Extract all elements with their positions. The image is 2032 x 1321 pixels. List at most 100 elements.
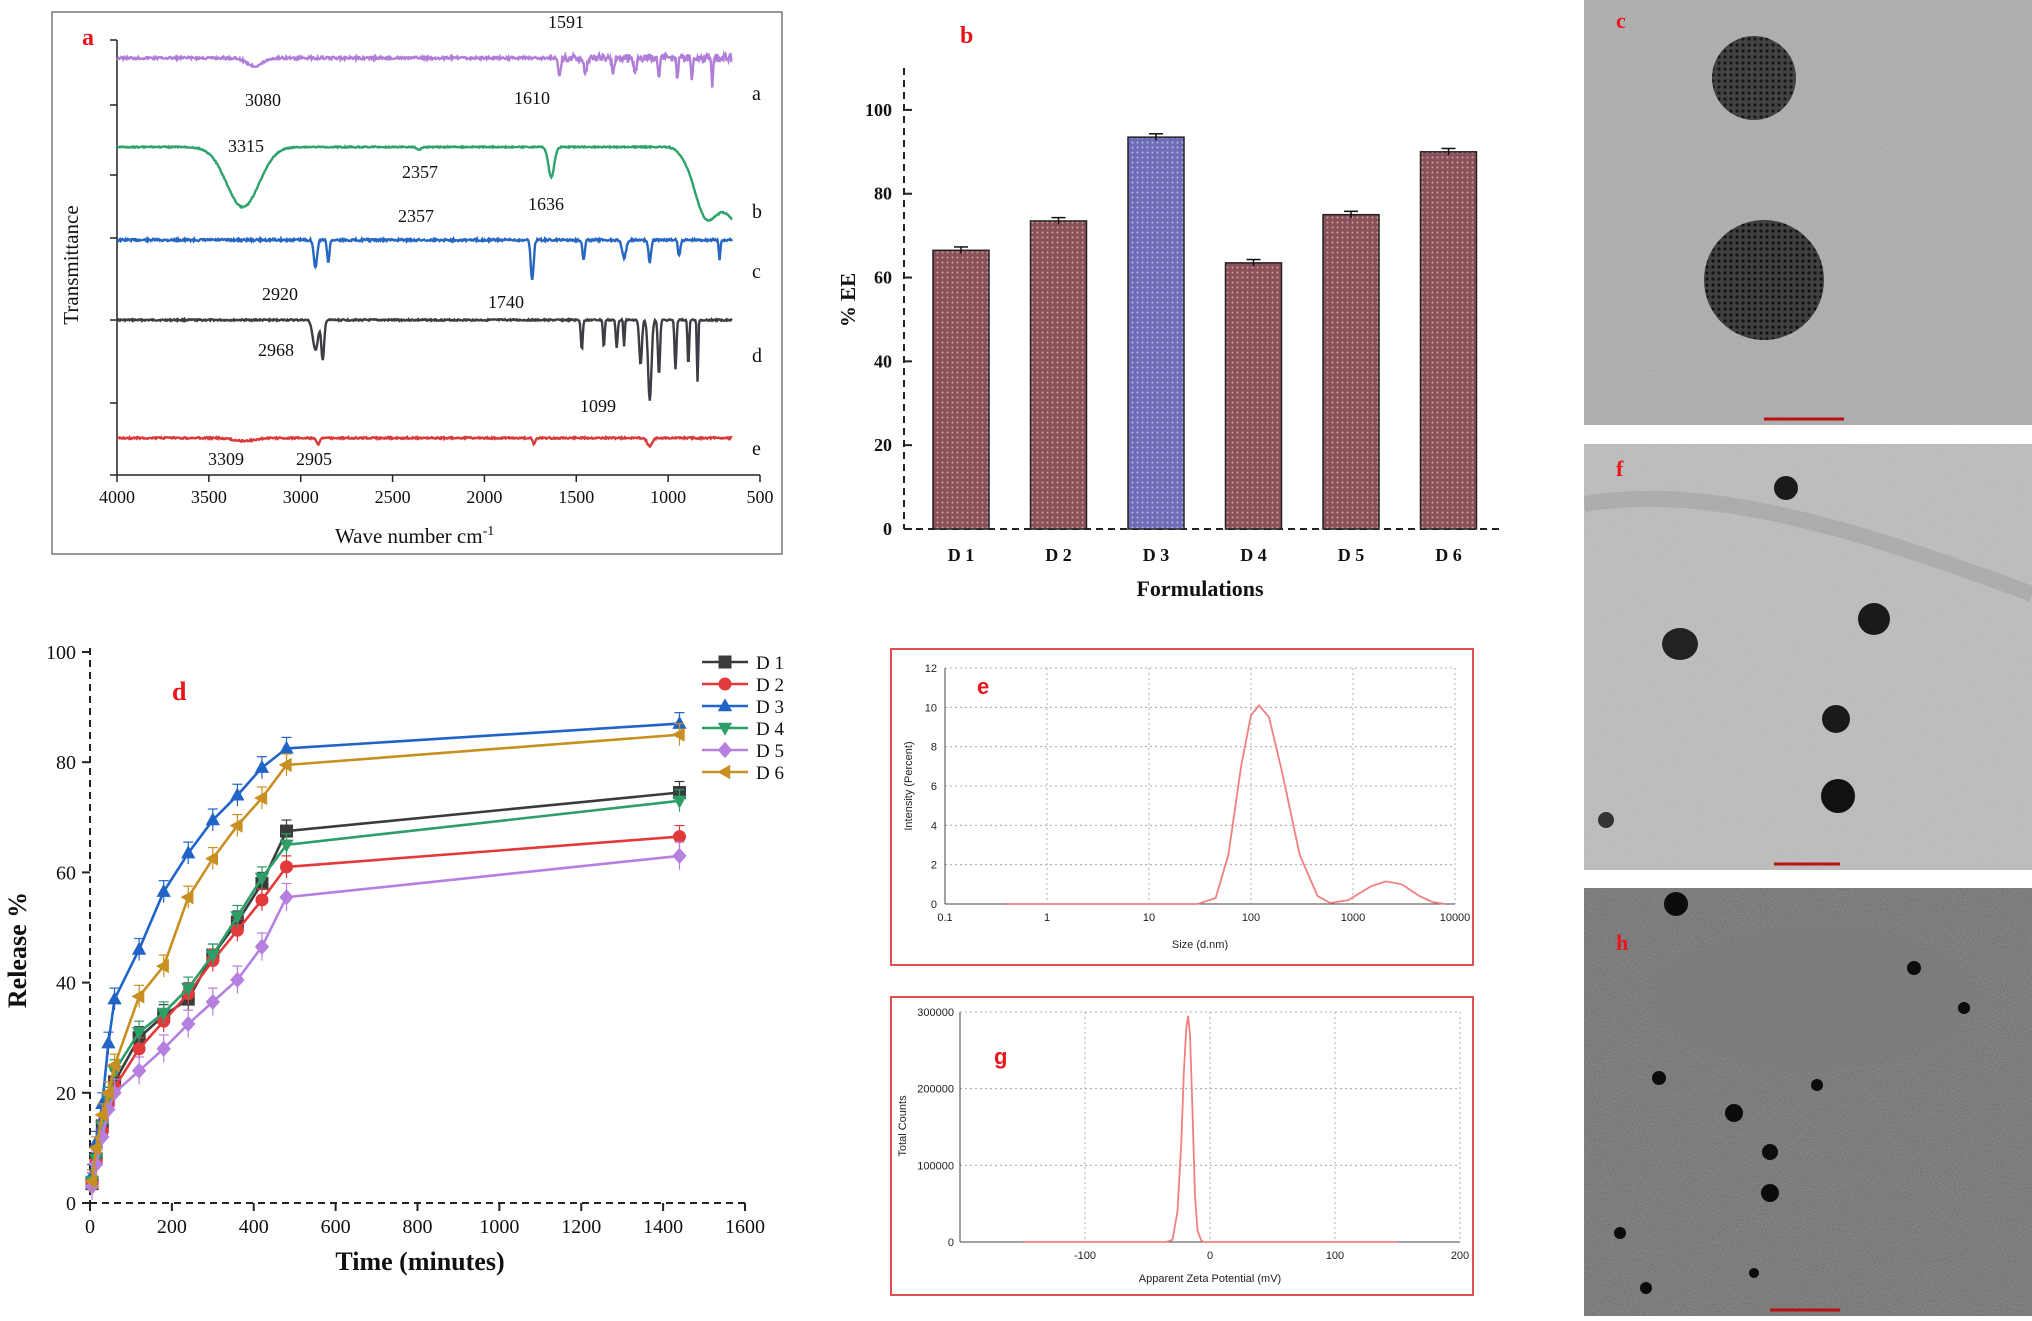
size-y-tick-label: 6 [931, 781, 937, 793]
release-marker [131, 989, 145, 1004]
ftir-peak-label: 2357 [402, 162, 438, 182]
release-marker [205, 949, 220, 963]
release-y-tick-label: 80 [56, 752, 76, 774]
zeta-x-tick-label: 100 [1326, 1250, 1344, 1262]
ftir-peak-label: 2905 [296, 449, 332, 469]
release-marker [254, 938, 270, 955]
zeta-y-tick-label: 200000 [917, 1084, 954, 1096]
release-marker [717, 698, 733, 712]
release-marker [100, 1085, 114, 1100]
release-marker [156, 1007, 171, 1021]
tem-image-c: c [1584, 0, 2032, 425]
release-marker [279, 839, 294, 853]
tem-h-particle [1652, 1071, 1666, 1085]
release-x-label: Time (minutes) [335, 1247, 504, 1276]
legend-label: D 4 [756, 719, 784, 740]
tem-image-h: h [1584, 888, 2032, 1316]
size-y-tick-label: 10 [925, 702, 937, 714]
ftir-series-c [116, 235, 734, 281]
panel-e-size: 0.1 1 10 100 1000 10000 0 2 4 6 8 10 12 Size (d.nm) … [890, 648, 1474, 966]
release-marker [673, 830, 686, 844]
ftir-series-label: b [752, 201, 762, 223]
tem-h-particle [1725, 1104, 1743, 1122]
tem-h-particle [1640, 1282, 1652, 1294]
legend-label: D 6 [756, 763, 784, 784]
release-x-tick-label: 600 [321, 1216, 351, 1238]
release-y-label: Release % [3, 892, 32, 1008]
tem-f-particle [1822, 705, 1850, 733]
panel-g-zeta: -100 0 100 200 0 100000 200000 300000 Apparent … [890, 996, 1474, 1296]
ee-x-label: Formulations [1136, 576, 1264, 601]
panel-a-ftir: 4000 3500 3000 2500 2000 1500 1000 500 1591 3080… [0, 0, 800, 560]
ee-bar [1029, 220, 1088, 530]
ftir-peak-label: 3315 [228, 136, 264, 156]
tem-h-particle [1664, 892, 1688, 916]
release-marker [181, 1015, 196, 1033]
release-marker [279, 740, 294, 754]
ftir-y-ticks [110, 39, 117, 476]
ftir-chart: 4000 3500 3000 2500 2000 1500 1000 500 1591 3080… [51, 11, 783, 555]
tem-f-particle [1662, 628, 1698, 660]
legend-label: D 1 [756, 653, 784, 674]
release-marker [254, 790, 268, 806]
zeta-x-tick-label: 200 [1451, 1250, 1469, 1262]
release-marker [230, 971, 245, 988]
ftir-peak-label: 1610 [514, 88, 550, 108]
ftir-x-tick-label: 500 [747, 487, 774, 507]
zeta-potential-chart: -100 0 100 200 0 100000 200000 300000 Apparent … [890, 996, 1474, 1296]
legend-label: D 5 [756, 741, 784, 762]
ftir-x-tick-label: 1000 [650, 487, 686, 507]
panel-b-ee: 0 20 40 60 80 100 D 1 D 2 D 3 D 4 D 5 D 6 Formulat… [800, 0, 1570, 620]
panel-d-release: 0 20 40 60 80 100 0 200 400 600 800 1000 1200 1400 16… [0, 620, 800, 1316]
panel-label-f: f [1616, 456, 1624, 481]
ee-y-tick-label: 60 [874, 268, 892, 288]
release-marker [278, 757, 292, 773]
release-marker [181, 845, 196, 859]
release-x-ticks: 0 200 400 600 800 1000 1200 1400 1600 [85, 1203, 765, 1238]
release-marker [156, 883, 171, 897]
release-y-tick-label: 40 [56, 973, 76, 995]
release-marker [717, 764, 731, 780]
tem-f-particle [1598, 812, 1614, 828]
ftir-series [115, 50, 734, 449]
tem-c-particle [1712, 36, 1796, 120]
ee-x-tick-label: D 1 [948, 545, 975, 565]
ftir-peak-label: 1740 [488, 292, 524, 312]
ftir-series-a [115, 50, 734, 88]
panel-label-b: b [960, 23, 973, 49]
ftir-peak-label: 2920 [262, 284, 298, 304]
tem-f-particle [1774, 476, 1798, 500]
release-marker [181, 982, 196, 996]
release-marker [131, 941, 147, 955]
release-marker [156, 1040, 171, 1057]
ftir-x-tick-label: 3500 [191, 487, 227, 507]
panel-label-h: h [1616, 930, 1628, 955]
ftir-x-tick-label: 1500 [558, 487, 594, 507]
ftir-series-b [116, 144, 733, 222]
ee-y-tick-label: 0 [883, 519, 892, 539]
tem-c-picture: c [1584, 0, 2032, 425]
ee-x-tick-label: D 3 [1143, 545, 1170, 565]
ee-y-label: % EE [836, 273, 860, 327]
ee-y-tick-label: 40 [874, 351, 892, 371]
size-x-tick-label: 10000 [1440, 912, 1471, 924]
release-series-d3 [84, 712, 687, 1187]
release-marker [88, 1140, 102, 1156]
ee-x-tick-label: D 4 [1240, 545, 1267, 565]
release-marker [101, 1035, 116, 1049]
release-marker [205, 851, 219, 866]
size-y-tick-label: 8 [931, 742, 937, 754]
size-x-label: Size (d.nm) [1172, 939, 1228, 951]
tem-h-particle [1749, 1268, 1759, 1278]
size-y-label: Intensity (Percent) [903, 741, 915, 830]
release-marker [180, 890, 194, 905]
ftir-annotations: 1591 3080 1610 3315 2357 1636 2357 2920 1740 2968… [208, 12, 616, 469]
panel-label-c: c [1616, 8, 1626, 33]
release-marker [718, 655, 732, 669]
ftir-series-label: c [752, 261, 761, 283]
release-marker [205, 993, 220, 1011]
size-y-tick-label: 12 [925, 663, 937, 675]
size-x-tick-label: 10 [1143, 912, 1155, 924]
ee-bars: D 1 D 2 D 3 D 4 D 5 D 6 [932, 133, 1478, 565]
release-marker [672, 847, 687, 864]
